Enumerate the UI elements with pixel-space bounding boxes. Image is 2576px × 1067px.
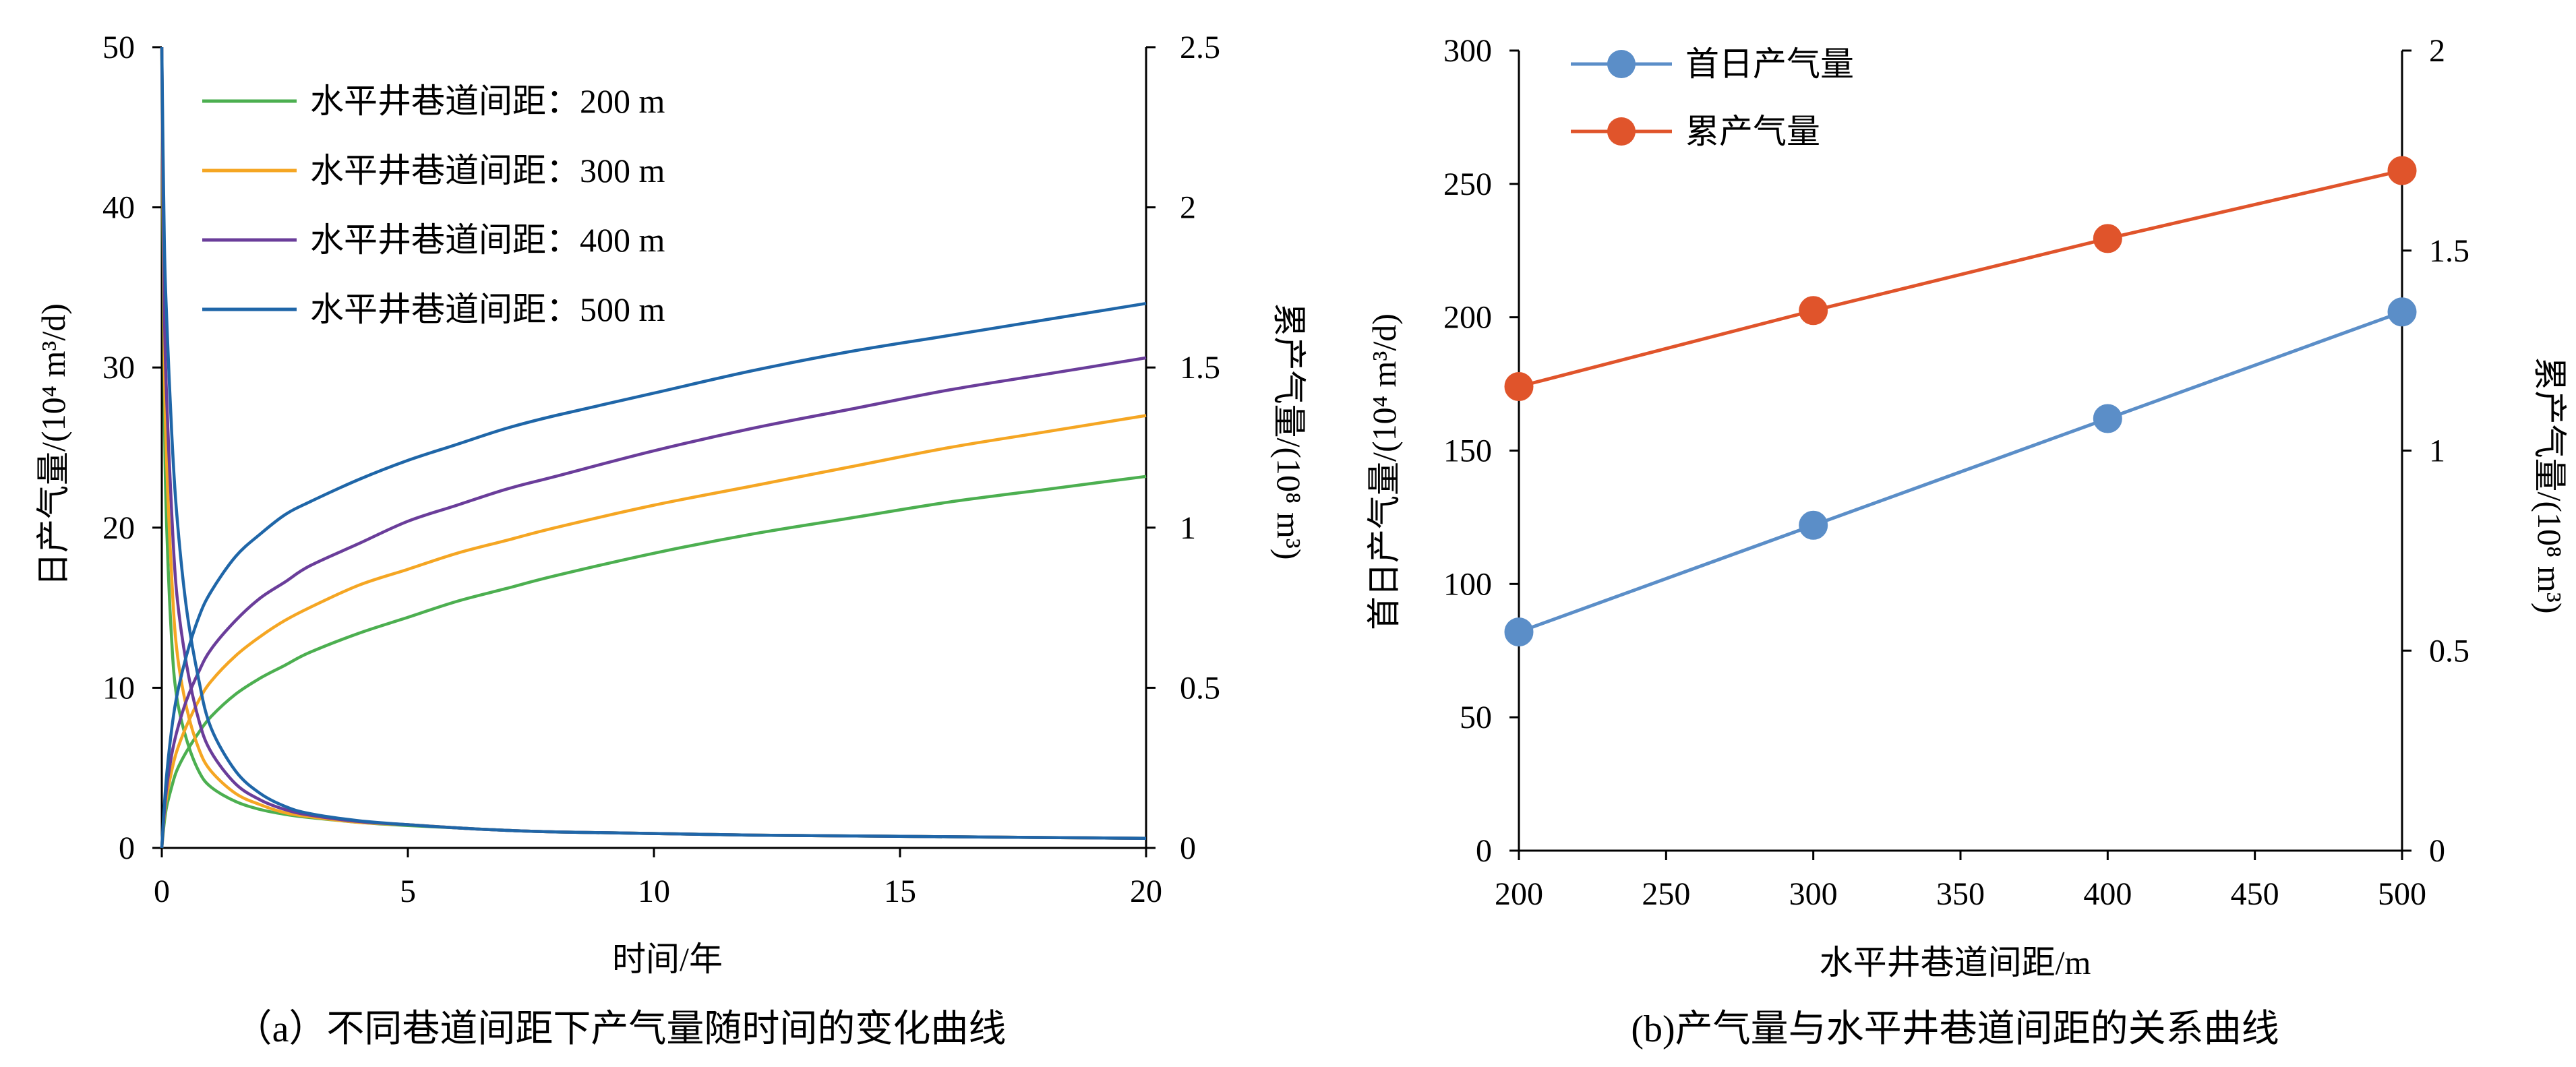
panel-b-x-tick-label: 300 (1789, 876, 1838, 912)
panel-b-y-tick-label: 100 (1443, 566, 1492, 602)
panel-a-y2-tick-label: 2 (1180, 190, 1196, 226)
panel-a-legend-label-1: 水平井巷道间距：200 m (310, 82, 665, 120)
panel-b-point-1-2 (1799, 510, 1828, 540)
panel-a-chart: 0 5 10 15 20 0 10 20 30 40 50 0 0.5 1 1.5 2 2.5 水平井巷道间距：… (34, 30, 1308, 1050)
panel-b-ylabel-right: 累产气量/(10⁸ m³) (2531, 357, 2569, 613)
panel-b-legend-label-2: 累产气量 (1685, 113, 1820, 150)
panel-b-series-line-1 (1518, 310, 2403, 634)
panel-a-tick-labels: 0 5 10 15 20 0 10 20 30 40 50 0 0.5 1 1.5 2 2.5 (102, 30, 1220, 909)
panel-b-caption: (b)产气量与水平井巷道间距的关系曲线 (1631, 1008, 2279, 1050)
panel-a-x-tick-label: 0 (154, 874, 170, 909)
panel-a-cumulative-line-1 (160, 475, 1147, 849)
panel-b-y2-tick-label: 0.5 (2429, 633, 2469, 669)
panel-b-x-tick-label: 450 (2231, 876, 2279, 912)
panel-b-legend-swatch-marker-2 (1607, 117, 1636, 146)
panel-b-point-2-1 (1504, 372, 1534, 401)
panel-a-y2-tick-label: 1 (1180, 510, 1196, 546)
panel-a-x-tick-label: 20 (1130, 874, 1162, 909)
panel-b-y2-tick-label: 0 (2429, 833, 2445, 869)
panel-b-point-1-4 (2387, 297, 2417, 327)
panel-b-series (1504, 156, 2417, 647)
panel-a-y2-tick-label: 0.5 (1180, 670, 1220, 706)
panel-a-legend: 水平井巷道间距：200 m 水平井巷道间距：300 m 水平井巷道间距：400 m 水… (202, 82, 665, 328)
panel-a-cumulative-line-3 (160, 356, 1147, 849)
panel-a-ylabel-right: 累产气量/(10⁸ m³) (1270, 303, 1308, 559)
panel-b-x-tick-label: 350 (1936, 876, 1985, 912)
panel-a-legend-label-4: 水平井巷道间距：500 m (310, 291, 665, 328)
panel-b-chart: 200 250 300 350 400 450 5000501001502002503000… (1365, 33, 2569, 1050)
panel-b-point-1-1 (1504, 617, 1534, 647)
panel-b-axes (1509, 49, 2412, 860)
panel-a-y2-tick-label: 0 (1180, 830, 1196, 866)
panel-b-series-line-2 (1518, 169, 2403, 388)
panel-a-series (160, 47, 1147, 849)
panel-b-y2-tick-label: 2 (2429, 33, 2445, 69)
panel-a-caption: （a）不同巷道间距下产气量随时间的变化曲线 (235, 1008, 1007, 1050)
panel-a-cumulative-line-4 (160, 301, 1147, 849)
panel-b-x-tick-label: 200 (1495, 876, 1543, 912)
panel-a-x-tick-label: 5 (400, 874, 416, 909)
panel-a-axes (152, 46, 1156, 857)
panel-a-y-tick-label: 40 (102, 190, 135, 226)
panel-b-x-tick-label: 500 (2378, 876, 2426, 912)
panel-b-xlabel: 水平井巷道间距/m (1820, 944, 2091, 981)
panel-a-y-tick-label: 50 (102, 30, 135, 65)
panel-b-y-tick-label: 200 (1443, 300, 1492, 336)
panel-b-tick-labels: 200 250 300 350 400 450 5000501001502002503000… (1443, 33, 2469, 912)
panel-b-x-tick-label: 250 (1642, 876, 1690, 912)
panel-a-legend-label-3: 水平井巷道间距：400 m (310, 221, 665, 259)
panel-b-y-tick-label: 0 (1476, 833, 1492, 869)
panel-b-y-tick-label: 250 (1443, 166, 1492, 202)
panel-a-y2-tick-label: 2.5 (1180, 30, 1220, 65)
panel-a-ylabel-left: 日产气量/(10⁴ m³/d) (34, 303, 72, 586)
panel-b-y2-tick-label: 1 (2429, 433, 2445, 469)
panel-a-y2-tick-label: 1.5 (1180, 350, 1220, 386)
panel-a-y-tick-label: 10 (102, 670, 135, 706)
panel-b-point-2-4 (2387, 156, 2417, 185)
panel-b-legend-swatch-marker-1 (1607, 50, 1636, 78)
panel-a-y-tick-label: 20 (102, 510, 135, 546)
panel-a-cumulative-line-2 (160, 414, 1147, 849)
panel-a-xlabel: 时间/年 (612, 940, 723, 978)
panel-b-y-tick-label: 150 (1443, 433, 1492, 469)
panel-a-y-tick-label: 0 (119, 830, 135, 866)
panel-a-x-tick-label: 10 (638, 874, 670, 909)
panel-a-y-tick-label: 30 (102, 350, 135, 386)
panel-a-legend-label-2: 水平井巷道间距：300 m (310, 152, 665, 189)
panel-b-point-2-2 (1799, 296, 1828, 326)
panel-b-legend-label-1: 首日产气量 (1685, 45, 1854, 83)
panel-a-x-tick-label: 15 (884, 874, 916, 909)
panel-b-y-tick-label: 50 (1460, 700, 1492, 735)
panel-b-ylabel-left: 首日产气量/(10⁴ m³/d) (1365, 313, 1403, 630)
panel-b-point-1-3 (2093, 404, 2122, 433)
panel-b-y2-tick-label: 1.5 (2429, 233, 2469, 269)
panel-b-point-2-3 (2093, 224, 2122, 253)
panel-a-daily-rate-line-4 (160, 47, 1147, 840)
panel-b-x-tick-label: 400 (2083, 876, 2132, 912)
panel-b-y-tick-label: 300 (1443, 33, 1492, 69)
